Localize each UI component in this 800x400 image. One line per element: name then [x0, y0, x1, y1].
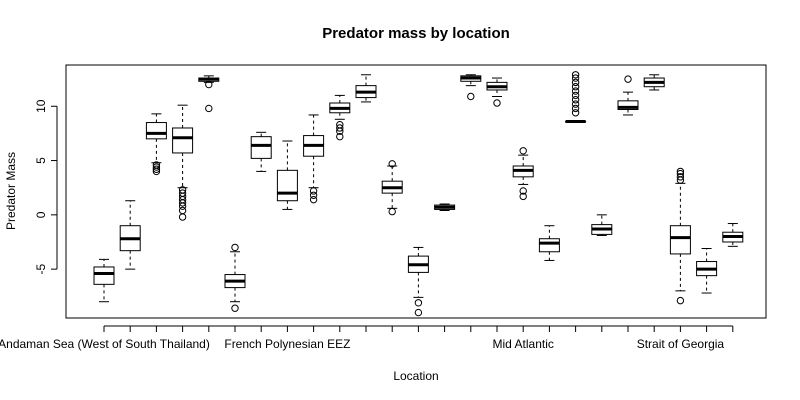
box-25: [722, 223, 744, 247]
outlier-point: [231, 243, 239, 252]
outlier-point: [178, 202, 187, 210]
outlier-point: [571, 71, 580, 79]
box-13: [407, 246, 429, 317]
outlier-point: [152, 167, 161, 176]
outlier-point: [205, 104, 213, 113]
box-9: [303, 114, 325, 204]
y-tick-label: 5: [34, 157, 48, 164]
outlier-point: [519, 147, 527, 155]
outlier-point: [676, 169, 685, 178]
outlier-point: [309, 187, 318, 195]
outlier-point: [388, 207, 396, 216]
outlier-point: [519, 187, 527, 195]
box-body: [172, 127, 194, 154]
outlier-point: [178, 199, 187, 207]
outlier-point: [571, 109, 580, 117]
box-11: [355, 74, 377, 103]
box-12: [381, 160, 403, 216]
box-body: [145, 122, 167, 140]
x-tick-label: Andaman Sea (West of South Thailand): [0, 337, 210, 351]
box-body: [93, 266, 115, 285]
outlier-point: [336, 132, 344, 141]
x-axis-label: Location: [393, 369, 438, 383]
box-3: [145, 113, 167, 176]
box-14: [434, 203, 456, 212]
outlier-point: [467, 92, 475, 101]
outlier-point: [414, 308, 423, 317]
outlier-point: [571, 78, 580, 87]
outlier-point: [152, 165, 161, 173]
x-tick-label: Strait of Georgia: [637, 337, 725, 351]
outlier-point: [309, 195, 318, 204]
box-22: [643, 74, 665, 91]
box-body: [538, 238, 560, 253]
box-body: [250, 136, 272, 159]
box-20: [591, 214, 613, 236]
outlier-point: [231, 304, 239, 312]
box-1: [93, 258, 115, 303]
chart-title: Predator mass by location: [322, 25, 510, 42]
outlier-point: [414, 299, 423, 307]
outlier-point: [676, 167, 685, 176]
box-7: [250, 131, 272, 172]
outlier-point: [571, 87, 580, 95]
box-10: [329, 94, 351, 141]
box-24: [696, 248, 718, 294]
box-5: [198, 75, 220, 113]
outlier-point: [336, 124, 344, 132]
box-body: [276, 169, 298, 202]
outlier-point: [493, 99, 501, 107]
box-8: [276, 140, 298, 210]
y-axis: -5 0 5 10: [34, 99, 58, 274]
outlier-point: [309, 191, 318, 200]
outlier-point: [519, 192, 527, 201]
outlier-point: [205, 80, 213, 89]
outlier-point: [388, 160, 396, 168]
box-18: [538, 225, 560, 261]
y-tick-label: -5: [34, 263, 48, 274]
box-4: [172, 104, 194, 221]
outlier-point: [676, 296, 685, 305]
y-tick-label: 10: [34, 99, 48, 113]
box-body: [617, 100, 639, 111]
plot-area: [93, 71, 744, 317]
outlier-point: [571, 104, 580, 113]
box-15: [460, 74, 482, 101]
box-23: [669, 167, 691, 305]
outlier-point: [571, 83, 580, 91]
box-16: [486, 77, 508, 107]
outlier-point: [571, 91, 580, 100]
outlier-point: [676, 173, 685, 181]
outlier-point: [152, 163, 161, 171]
box-body: [669, 225, 691, 255]
box-19: [565, 71, 587, 123]
y-tick-label: 0: [34, 211, 48, 218]
box-2: [119, 200, 141, 270]
box-17: [512, 147, 534, 201]
outlier-point: [571, 96, 580, 104]
outlier-point: [178, 213, 187, 221]
outlier-point: [624, 75, 632, 83]
outlier-point: [336, 127, 344, 135]
box-21: [617, 75, 639, 116]
box-6: [224, 243, 246, 312]
x-axis: Andaman Sea (West of South Thailand) Fren…: [0, 325, 734, 351]
x-tick-label: French Polynesian EEZ: [224, 337, 350, 351]
plot-frame: [65, 64, 767, 319]
x-tick-label: Mid Atlantic: [493, 337, 554, 351]
outlier-point: [571, 100, 580, 108]
outlier-point: [178, 206, 187, 215]
outlier-point: [571, 74, 580, 82]
y-axis-label: Predator Mass: [4, 152, 18, 230]
